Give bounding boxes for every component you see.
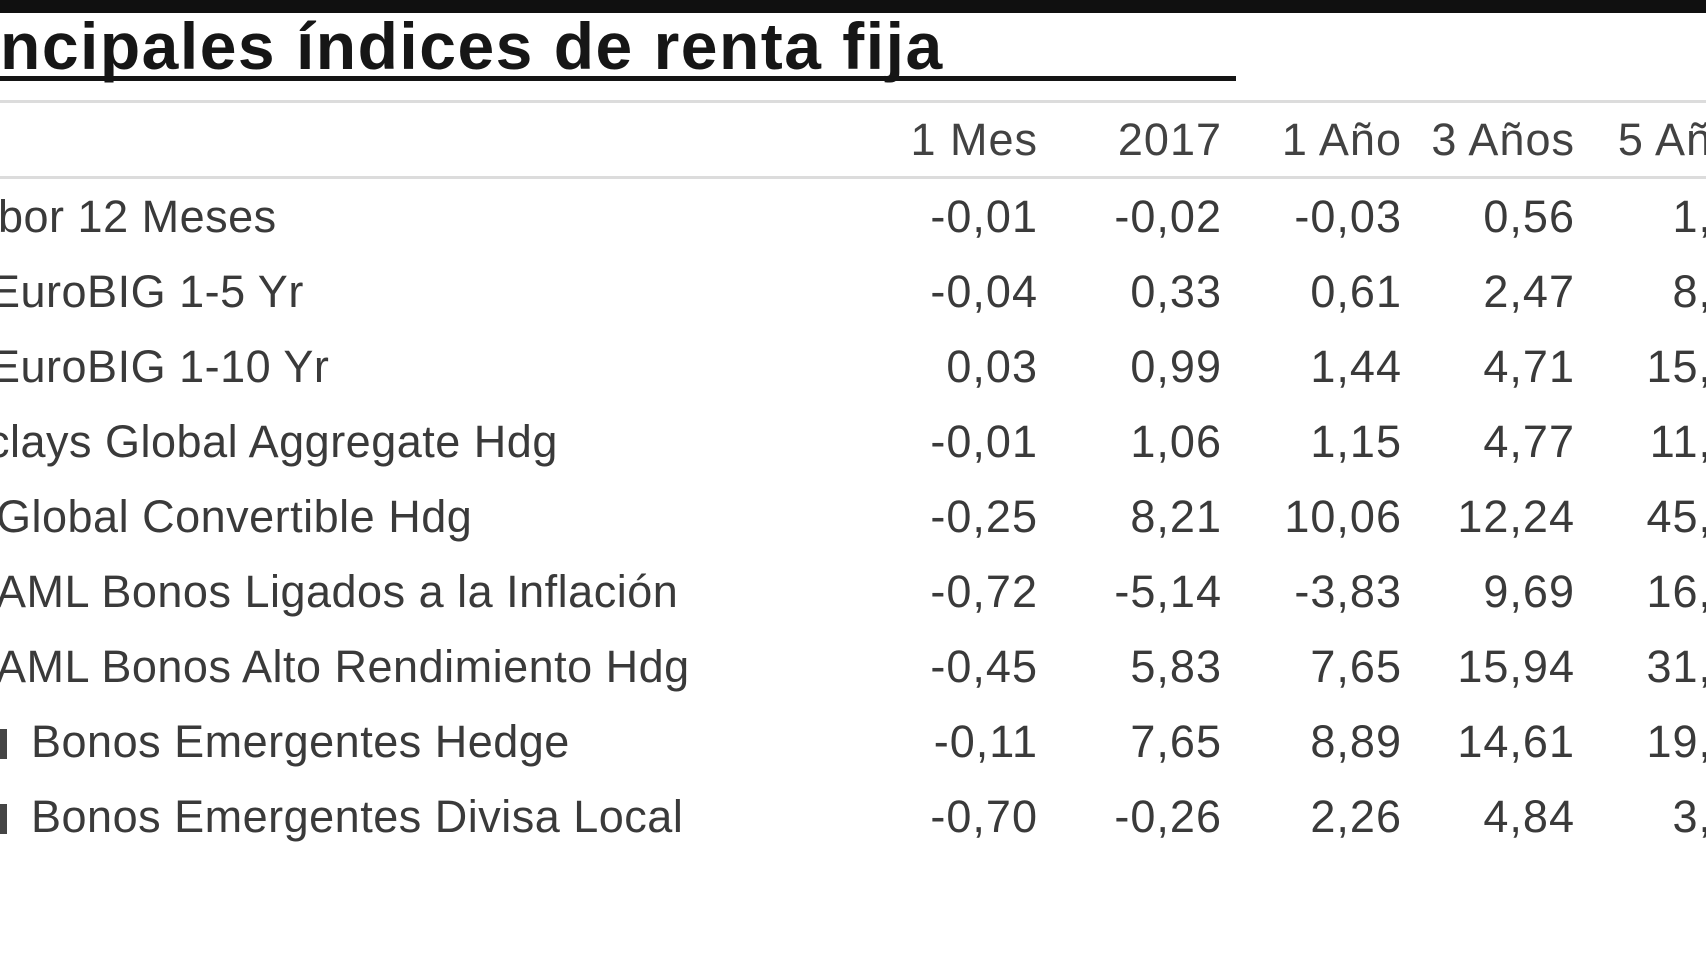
value-cell-5anos: 19,	[1646, 715, 1706, 767]
value-cell-1ano: -0,03	[1294, 190, 1402, 242]
page-title: ncipales índices de renta fija	[0, 9, 944, 83]
table-body: bor 12 Meses -0,01 -0,02 -0,03 0,56 1, E…	[0, 179, 1706, 854]
row-label: EuroBIG 1-10 Yr	[0, 340, 330, 392]
value-cell-3anos: 4,71	[1483, 340, 1575, 392]
value-cell-2017: -0,26	[1114, 790, 1222, 842]
table-row: Global Convertible Hdg -0,25 8,21 10,06 …	[0, 479, 1706, 554]
value-cell-2017: 1,06	[1130, 415, 1222, 467]
table-row: AML Bonos Alto Rendimiento Hdg -0,45 5,8…	[0, 629, 1706, 704]
table-header-row: 1 Mes 2017 1 Año 3 Años 5 Añ	[0, 104, 1706, 176]
value-cell-1mes: -0,11	[933, 715, 1038, 767]
row-label: Global Convertible Hdg	[0, 490, 473, 542]
row-label: clays Global Aggregate Hdg	[0, 415, 558, 467]
value-cell-5anos: 31,	[1646, 640, 1706, 692]
value-cell-3anos: 9,69	[1483, 565, 1575, 617]
table-row: EuroBIG 1-5 Yr -0,04 0,33 0,61 2,47 8,	[0, 254, 1706, 329]
header-top-rule	[0, 100, 1706, 103]
row-label: AML Bonos Alto Rendimiento Hdg	[0, 640, 690, 692]
value-cell-2017: -5,14	[1114, 565, 1222, 617]
value-cell-1ano: 1,15	[1310, 415, 1402, 467]
header-bottom-rule	[0, 176, 1706, 179]
title-underline	[0, 76, 1236, 81]
value-cell-2017: 0,99	[1130, 340, 1222, 392]
value-cell-1ano: -3,83	[1294, 565, 1402, 617]
value-cell-5anos: 16,	[1646, 565, 1706, 617]
table-row: AML Bonos Ligados a la Inflación -0,72 -…	[0, 554, 1706, 629]
value-cell-1mes: -0,72	[930, 565, 1038, 617]
row-label: Bonos Emergentes Divisa Local	[0, 791, 852, 843]
value-cell-1ano: 1,44	[1310, 340, 1402, 392]
column-header-1mes: 1 Mes	[910, 114, 1038, 165]
value-cell-5anos: 45,	[1646, 490, 1706, 542]
column-header-3anos: 3 Años	[1431, 114, 1575, 165]
column-header-2017: 2017	[1117, 114, 1222, 165]
value-cell-1mes: -0,45	[930, 640, 1038, 692]
value-cell-5anos: 15,	[1646, 340, 1706, 392]
value-cell-1mes: 0,03	[946, 340, 1038, 392]
value-cell-1mes: -0,04	[930, 265, 1038, 317]
value-cell-1mes: -0,01	[930, 415, 1038, 467]
value-cell-2017: 5,83	[1130, 640, 1222, 692]
value-cell-5anos: 8,	[1672, 265, 1706, 317]
row-label: AML Bonos Ligados a la Inflación	[0, 565, 679, 617]
table-row: Bonos Emergentes Divisa Local -0,70 -0,2…	[0, 779, 1706, 854]
value-cell-1ano: 7,65	[1310, 640, 1402, 692]
value-cell-3anos: 4,84	[1483, 790, 1575, 842]
table-row: clays Global Aggregate Hdg -0,01 1,06 1,…	[0, 404, 1706, 479]
value-cell-1mes: -0,25	[930, 490, 1038, 542]
value-cell-1mes: -0,70	[930, 790, 1038, 842]
column-header-5anos: 5 Añ	[1617, 114, 1706, 165]
value-cell-1ano: 8,89	[1310, 715, 1402, 767]
value-cell-2017: 8,21	[1130, 490, 1222, 542]
row-label: EuroBIG 1-5 Yr	[0, 265, 304, 317]
column-header-1ano: 1 Año	[1281, 114, 1402, 165]
value-cell-1ano: 10,06	[1284, 490, 1402, 542]
value-cell-2017: -0,02	[1114, 190, 1222, 242]
top-border-bar	[0, 0, 1706, 13]
value-cell-3anos: 0,56	[1483, 190, 1575, 242]
value-cell-5anos: 11,	[1649, 415, 1706, 467]
table-row: Bonos Emergentes Hedge -0,11 7,65 8,89 1…	[0, 704, 1706, 779]
value-cell-3anos: 12,24	[1457, 490, 1575, 542]
value-cell-5anos: 3,	[1672, 790, 1706, 842]
value-cell-3anos: 14,61	[1457, 715, 1575, 767]
value-cell-1mes: -0,01	[930, 190, 1038, 242]
value-cell-3anos: 2,47	[1483, 265, 1575, 317]
value-cell-2017: 7,65	[1130, 715, 1222, 767]
value-cell-1ano: 2,26	[1310, 790, 1402, 842]
row-label: bor 12 Meses	[0, 190, 277, 242]
value-cell-3anos: 4,77	[1483, 415, 1575, 467]
table-row: EuroBIG 1-10 Yr 0,03 0,99 1,44 4,71 15,	[0, 329, 1706, 404]
value-cell-3anos: 15,94	[1457, 640, 1575, 692]
value-cell-1ano: 0,61	[1310, 265, 1402, 317]
table-row: bor 12 Meses -0,01 -0,02 -0,03 0,56 1,	[0, 179, 1706, 254]
value-cell-2017: 0,33	[1130, 265, 1222, 317]
row-label: Bonos Emergentes Hedge	[0, 716, 852, 768]
value-cell-5anos: 1,	[1672, 190, 1706, 242]
